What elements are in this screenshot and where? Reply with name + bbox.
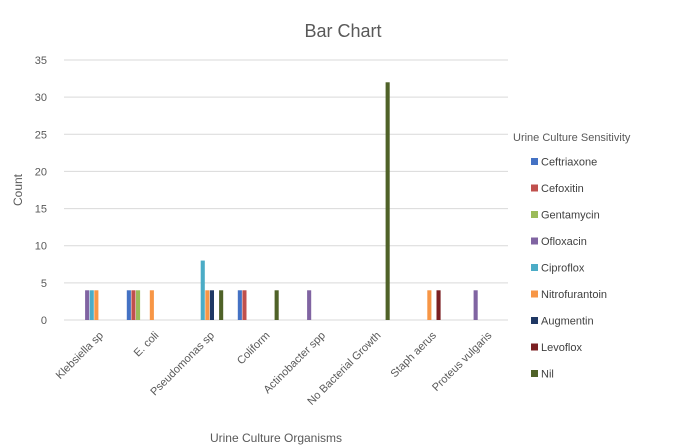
legend-label: Gentamycin: [541, 210, 600, 222]
bar-nitrofurantoin-0: [94, 290, 99, 320]
legend-swatch: [531, 317, 538, 324]
legend-label: Ceftriaxone: [541, 157, 597, 169]
bar-ofloxacin-4: [307, 290, 312, 320]
y-tick-label: 20: [35, 166, 47, 178]
legend-swatch: [531, 370, 538, 377]
bar-nil-2: [219, 290, 224, 320]
bar-ofloxacin-7: [473, 290, 478, 320]
legend-label: Nitrofurantoin: [541, 289, 607, 301]
bar-ceftriaxone-1: [126, 290, 131, 320]
bar-ciproflox-0: [89, 290, 94, 320]
y-tick-label: 10: [35, 241, 47, 253]
legend-swatch: [531, 158, 538, 165]
x-tick-label: Coliform: [235, 330, 272, 367]
bar-ofloxacin-0: [85, 290, 90, 320]
legend-label: Ciproflox: [541, 263, 585, 275]
x-tick-label: Proteus vulgaris: [430, 329, 495, 394]
bar-nil-5: [385, 82, 390, 320]
bar-nil-3: [274, 290, 279, 320]
y-tick-label: 25: [35, 129, 47, 141]
bars: [85, 82, 478, 320]
bar-ceftriaxone-3: [237, 290, 242, 320]
y-tick-label: 0: [41, 315, 47, 327]
legend-swatch: [531, 237, 538, 245]
legend-swatch: [531, 264, 538, 271]
bar-nitrofurantoin-6: [427, 290, 432, 320]
legend-title: Urine Culture Sensitivity: [513, 132, 631, 144]
x-axis-label: Urine Culture Organisms: [210, 431, 342, 445]
y-tick-label: 30: [35, 92, 47, 104]
legend-swatch: [531, 211, 538, 218]
legend: Ceftriaxone Cefoxitin Gentamycin Ofloxacin C…: [531, 157, 607, 381]
legend-label: Ofloxacin: [541, 236, 587, 248]
legend-label: Cefoxitin: [541, 183, 584, 195]
y-axis-label: Count: [11, 173, 25, 206]
legend-label: Nil: [541, 369, 554, 381]
x-tick-label: Staph aerus: [388, 329, 439, 380]
bar-nitrofurantoin-1: [149, 290, 154, 320]
legend-label: Levoflox: [541, 342, 582, 354]
x-tick-label: Klebsiella sp: [54, 330, 106, 382]
bar-cefoxitin-1: [131, 290, 136, 320]
legend-swatch: [531, 184, 538, 192]
legend-swatch: [531, 343, 538, 351]
bar-levoflox-6: [436, 290, 441, 320]
y-tick-label: 15: [35, 204, 47, 216]
gridlines: [64, 59, 508, 321]
y-axis-ticks: 0 5 10 15 20 25 30 35: [35, 55, 47, 327]
bar-ciproflox-2: [200, 260, 205, 320]
bar-nitrofurantoin-2: [205, 290, 210, 320]
y-tick-label: 5: [41, 278, 47, 290]
bar-augmentin-2: [209, 290, 214, 320]
x-tick-label: E. coli: [132, 330, 162, 360]
legend-swatch: [531, 290, 538, 298]
legend-label: Augmentin: [541, 316, 594, 328]
chart-title: Bar Chart: [304, 21, 381, 41]
bar-gentamycin-1: [136, 290, 141, 320]
bar-cefoxitin-3: [242, 290, 247, 320]
y-tick-label: 35: [35, 55, 47, 67]
